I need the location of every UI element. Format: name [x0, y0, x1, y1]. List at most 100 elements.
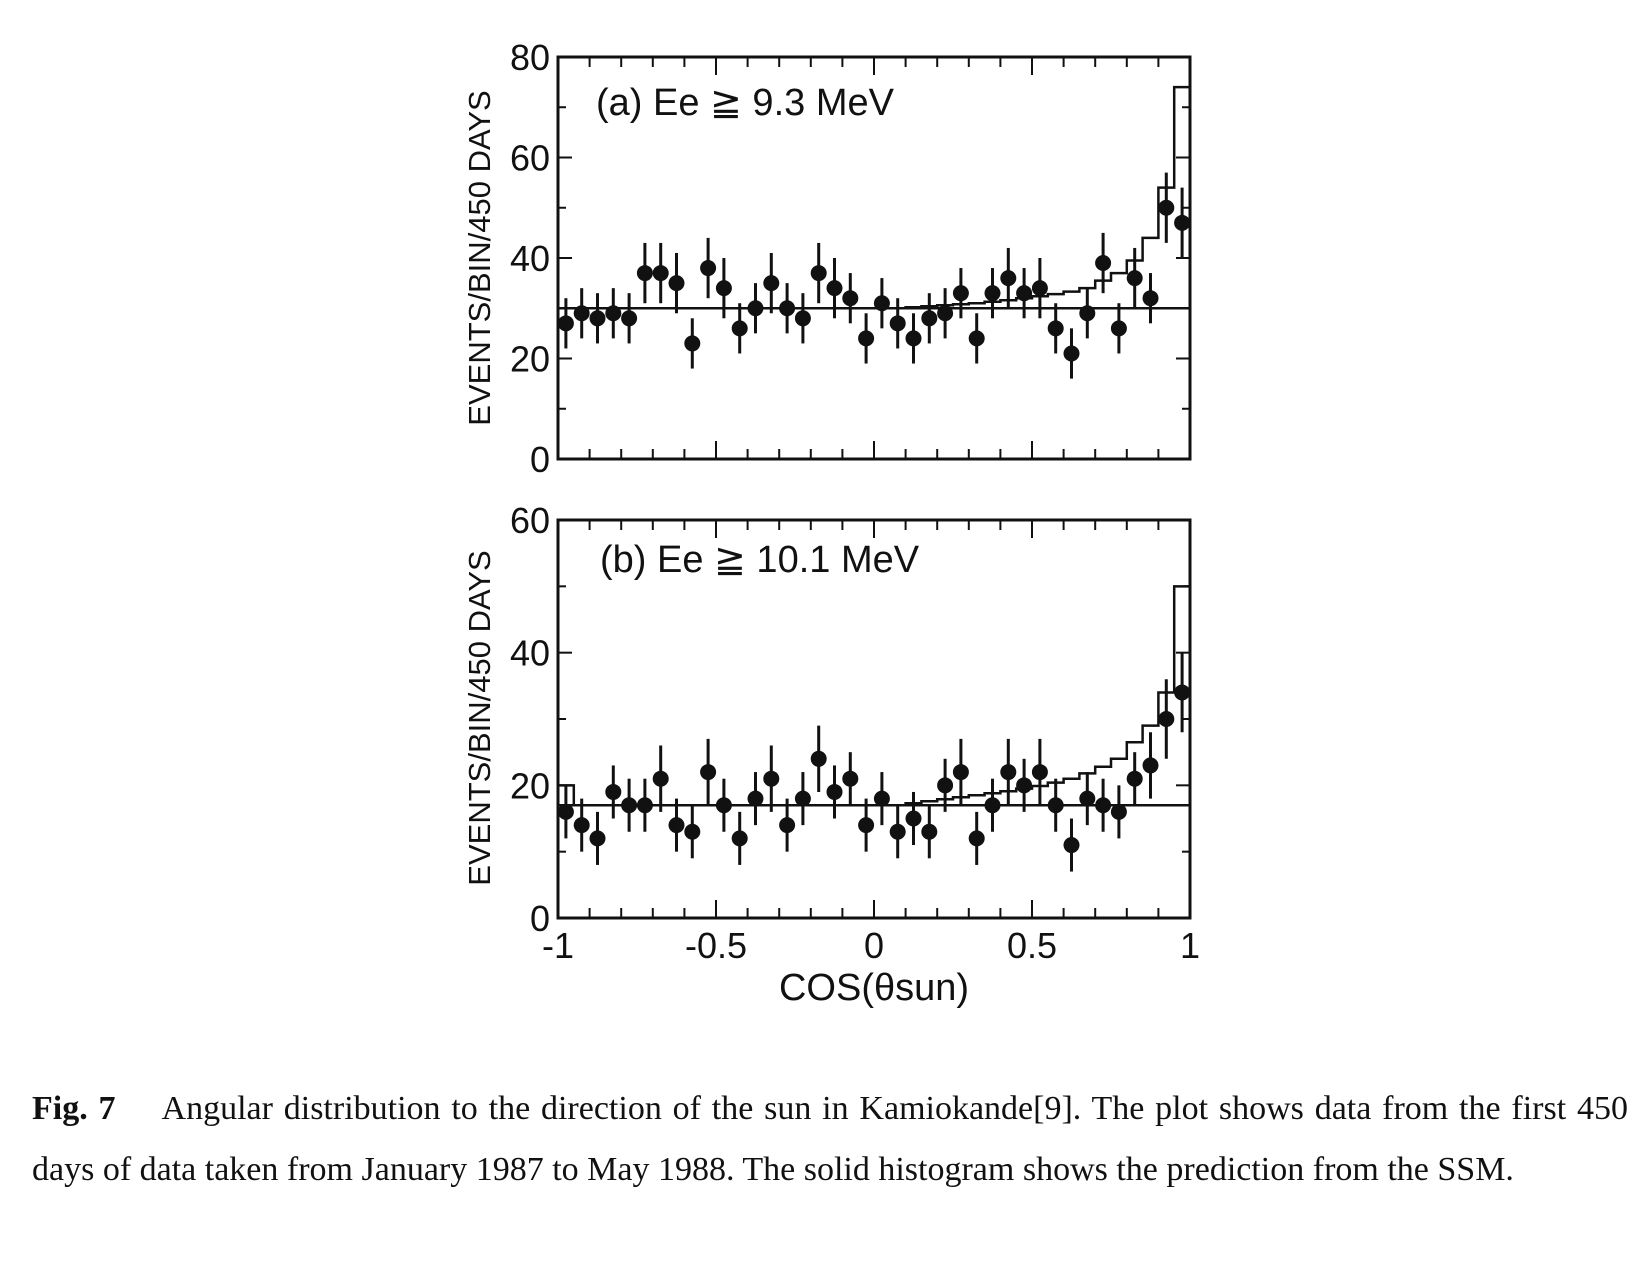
data-point — [1110, 303, 1127, 354]
panel-b-label: (b) Ee ≧ 10.1 MeV — [600, 539, 920, 581]
data-point — [715, 258, 732, 319]
data-marker — [1031, 764, 1048, 781]
data-marker — [1031, 280, 1048, 297]
data-marker — [826, 280, 843, 297]
panel-b-ylabel: EVENTS/BIN/450 DAYS — [462, 550, 497, 885]
data-marker — [1079, 790, 1096, 807]
data-marker — [1079, 305, 1096, 322]
data-point — [1142, 273, 1159, 324]
data-point — [1158, 172, 1175, 243]
data-point — [652, 242, 669, 304]
data-point — [1047, 778, 1064, 832]
data-point — [921, 805, 938, 859]
data-marker — [905, 330, 922, 347]
data-marker — [968, 830, 985, 847]
data-marker — [731, 320, 748, 337]
data-marker — [573, 817, 590, 834]
data-point — [1126, 247, 1143, 309]
data-point — [842, 752, 859, 806]
y-tick-label: 20 — [510, 339, 550, 380]
data-marker — [557, 803, 574, 820]
data-point — [1095, 232, 1112, 294]
data-marker — [810, 750, 827, 767]
data-marker — [715, 280, 732, 297]
data-marker — [889, 315, 906, 332]
data-point — [684, 805, 701, 859]
data-point — [1000, 247, 1017, 309]
data-point — [1110, 785, 1127, 839]
data-point — [873, 772, 890, 826]
data-point — [921, 293, 938, 344]
data-point — [968, 811, 985, 865]
data-marker — [684, 335, 701, 352]
data-marker — [684, 823, 701, 840]
data-point — [794, 293, 811, 344]
data-marker — [1126, 270, 1143, 287]
data-point — [889, 805, 906, 859]
data-point — [557, 298, 574, 349]
data-marker — [605, 305, 622, 322]
data-point — [668, 798, 685, 852]
data-point — [1016, 758, 1033, 812]
data-marker — [937, 305, 954, 322]
data-point — [1095, 778, 1112, 832]
data-point — [952, 268, 969, 319]
data-marker — [952, 285, 969, 302]
data-marker — [826, 783, 843, 800]
data-point — [1047, 303, 1064, 354]
data-point — [605, 765, 622, 819]
data-marker — [621, 310, 638, 327]
data-marker — [873, 295, 890, 312]
data-marker — [842, 770, 859, 787]
data-point — [1126, 752, 1143, 806]
data-point — [889, 298, 906, 349]
data-marker — [1063, 345, 1080, 362]
data-marker — [968, 330, 985, 347]
caption-label: Fig. 7 — [32, 1090, 116, 1127]
caption-text: Angular distribution to the direction of… — [32, 1090, 1628, 1188]
data-point — [747, 283, 764, 334]
data-marker — [1000, 764, 1017, 781]
data-point — [731, 811, 748, 865]
y-tick-label: 0 — [530, 898, 550, 939]
data-marker — [1158, 199, 1175, 216]
data-point — [668, 252, 685, 314]
y-tick-label: 80 — [510, 37, 550, 78]
y-tick-label: 40 — [510, 633, 550, 674]
data-point — [747, 772, 764, 826]
data-marker — [779, 817, 796, 834]
data-point — [905, 791, 922, 846]
data-marker — [1047, 797, 1064, 814]
data-point — [937, 288, 954, 339]
data-marker — [1174, 214, 1191, 231]
data-point — [1174, 652, 1191, 733]
data-point — [826, 258, 843, 319]
x-tick-label: 0 — [864, 925, 884, 966]
data-marker — [905, 810, 922, 827]
data-marker — [763, 770, 780, 787]
x-tick-label: -1 — [542, 925, 574, 966]
data-point — [1158, 679, 1175, 759]
data-point — [952, 738, 969, 806]
data-point — [810, 725, 827, 792]
data-marker — [621, 797, 638, 814]
data-marker — [573, 305, 590, 322]
y-tick-label: 0 — [530, 439, 550, 480]
data-marker — [700, 260, 717, 277]
data-point — [636, 242, 653, 304]
y-tick-label: 20 — [510, 765, 550, 806]
data-point — [1063, 328, 1080, 379]
data-marker — [810, 265, 827, 282]
data-marker — [636, 265, 653, 282]
data-marker — [747, 300, 764, 317]
data-point — [700, 237, 717, 299]
data-marker — [858, 817, 875, 834]
data-marker — [700, 764, 717, 781]
data-marker — [1110, 320, 1127, 337]
data-marker — [1142, 290, 1159, 307]
data-marker — [1095, 255, 1112, 272]
data-marker — [731, 830, 748, 847]
data-point — [794, 772, 811, 826]
data-marker — [921, 310, 938, 327]
figure-7: (a) Ee ≧ 9.3 MeV EVENTS/BIN/450 DAYS 0 20… — [462, 37, 1200, 1009]
